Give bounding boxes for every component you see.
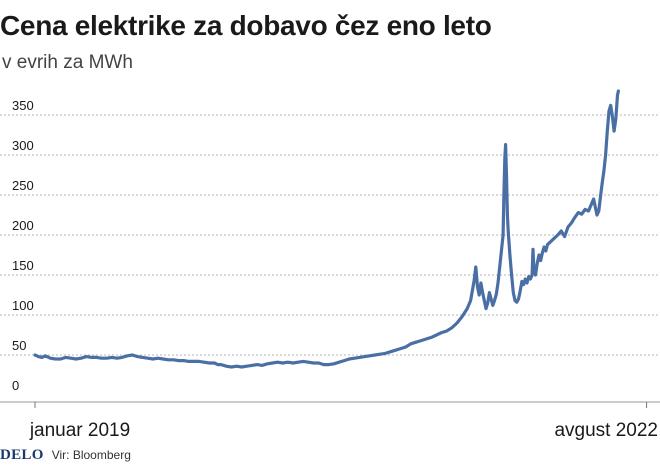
y-tick-label-50: 50 xyxy=(12,338,26,353)
series-line-0 xyxy=(33,89,620,369)
footer: DELO Vir: Bloomberg xyxy=(0,447,131,464)
chart-subtitle: v evrih za MWh xyxy=(2,52,133,73)
y-tick-label-150: 150 xyxy=(12,258,34,273)
delo-logo: DELO xyxy=(0,447,44,463)
y-tick-label-300: 300 xyxy=(12,138,34,153)
y-tick-label-0: 0 xyxy=(12,378,19,393)
y-tick-label-350: 350 xyxy=(12,98,34,113)
chart-title: Cena elektrike za dobavo čez eno leto xyxy=(0,10,492,41)
y-tick-label-100: 100 xyxy=(12,298,34,313)
x-tick-label-1: avgust 2022 xyxy=(554,420,658,441)
source-note: Vir: Bloomberg xyxy=(51,448,131,462)
x-tick-label-0: januar 2019 xyxy=(29,420,130,441)
y-tick-label-250: 250 xyxy=(12,178,34,193)
y-tick-label-200: 200 xyxy=(12,218,34,233)
